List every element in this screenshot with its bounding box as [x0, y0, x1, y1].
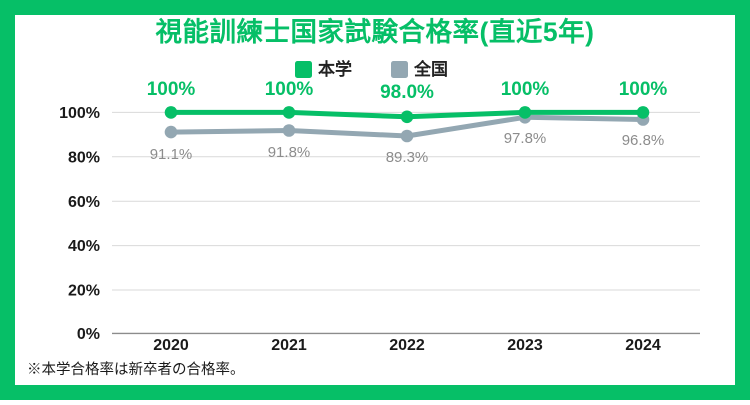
svg-text:2023: 2023	[507, 337, 543, 354]
svg-text:98.0%: 98.0%	[380, 82, 434, 103]
svg-text:100%: 100%	[59, 105, 100, 122]
svg-text:視能訓練士国家試験合格率(直近5年): 視能訓練士国家試験合格率(直近5年)	[156, 17, 595, 47]
svg-text:0%: 0%	[77, 326, 100, 343]
svg-text:97.8%: 97.8%	[504, 130, 547, 147]
svg-text:2024: 2024	[625, 337, 661, 354]
svg-text:2021: 2021	[271, 337, 307, 354]
svg-text:96.8%: 96.8%	[622, 132, 665, 149]
svg-text:100%: 100%	[501, 79, 550, 100]
svg-text:100%: 100%	[265, 79, 314, 100]
svg-text:2020: 2020	[153, 337, 189, 354]
svg-text:本学: 本学	[318, 59, 352, 79]
svg-text:89.3%: 89.3%	[386, 149, 429, 166]
svg-text:100%: 100%	[147, 79, 196, 100]
svg-text:20%: 20%	[68, 283, 100, 300]
svg-text:40%: 40%	[68, 238, 100, 255]
svg-text:2022: 2022	[389, 337, 425, 354]
svg-text:100%: 100%	[619, 79, 668, 100]
svg-text:91.8%: 91.8%	[268, 144, 311, 161]
svg-text:91.1%: 91.1%	[150, 146, 193, 163]
svg-text:※本学合格率は新卒者の合格率。: ※本学合格率は新卒者の合格率。	[27, 361, 245, 378]
svg-text:80%: 80%	[68, 149, 100, 166]
svg-text:60%: 60%	[68, 194, 100, 211]
svg-text:全国: 全国	[413, 59, 448, 79]
